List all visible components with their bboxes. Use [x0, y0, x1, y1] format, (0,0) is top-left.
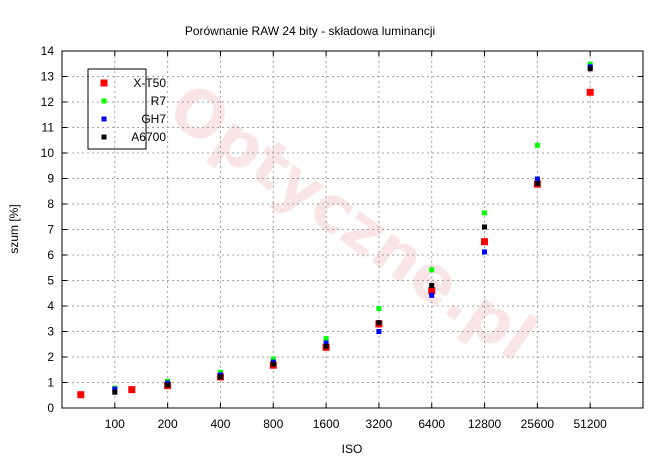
data-point-x-t50: [128, 386, 136, 394]
watermark: Optyczne.pl: [155, 70, 549, 377]
data-point-x-t50: [481, 238, 488, 246]
x-tick-label: 51200: [573, 417, 607, 431]
data-point-a6700: [270, 361, 276, 367]
legend-marker-a6700: [101, 134, 107, 140]
legend-label: X-T50: [133, 76, 166, 90]
data-point-r7: [534, 142, 540, 148]
data-point-a6700: [323, 343, 329, 349]
legend: X-T50 R7 GH7 A6700: [87, 68, 167, 150]
y-tick-label: 7: [47, 223, 54, 237]
x-tick-label: 25600: [521, 417, 555, 431]
data-point-x-t50: [428, 287, 436, 295]
data-point-gh7: [429, 292, 435, 298]
data-point-r7: [376, 306, 382, 312]
y-axis-label: szum [%]: [7, 204, 21, 253]
data-points: [77, 61, 594, 399]
x-axis-label: ISO: [342, 442, 363, 456]
y-tick-label: 14: [41, 44, 55, 58]
data-point-gh7: [112, 386, 118, 392]
data-point-r7: [323, 336, 329, 342]
x-tick-label: 800: [263, 417, 283, 431]
legend-label: A6700: [131, 130, 166, 144]
data-point-a6700: [376, 320, 382, 326]
y-tick-label: 3: [47, 325, 54, 339]
legend-box: [87, 68, 147, 150]
x-tick-label: 1600: [313, 417, 340, 431]
data-point-r7: [482, 210, 487, 216]
y-tick-label: 12: [41, 95, 55, 109]
grid: [62, 51, 643, 408]
x-tick-label: 12800: [468, 417, 502, 431]
y-tick-label: 1: [47, 376, 54, 390]
y-tick-label: 2: [47, 350, 54, 364]
data-point-a6700: [534, 181, 540, 187]
data-point-x-t50: [586, 88, 594, 96]
data-point-a6700: [429, 283, 435, 289]
x-tick-label: 200: [158, 417, 178, 431]
data-point-gh7: [534, 176, 540, 182]
data-point-r7: [429, 267, 435, 273]
legend-marker-r7: [101, 98, 107, 104]
x-tick-label: 6400: [418, 417, 445, 431]
y-tick-label: 11: [42, 121, 55, 135]
data-point-a6700: [112, 389, 118, 395]
y-tick-label: 6: [47, 248, 54, 262]
x-tick-label: 100: [105, 417, 125, 431]
data-point-gh7: [323, 340, 329, 346]
data-point-r7: [218, 369, 223, 375]
data-point-a6700: [482, 224, 487, 230]
data-point-gh7: [376, 329, 382, 334]
y-tick-label: 10: [41, 146, 55, 160]
y-tick-label: 9: [47, 172, 54, 186]
data-point-a6700: [165, 382, 171, 388]
y-tick-label: 13: [41, 70, 55, 84]
y-tick-label: 0: [47, 401, 54, 415]
legend-marker-x-t50: [100, 79, 108, 87]
legend-label: R7: [151, 94, 167, 108]
y-tick-label: 8: [47, 197, 54, 211]
data-point-a6700: [587, 66, 593, 72]
x-tick-label: 400: [210, 417, 230, 431]
y-tick-label: 4: [47, 299, 54, 313]
y-tick-label: 5: [47, 274, 54, 288]
legend-label: GH7: [141, 112, 166, 126]
data-point-r7: [270, 356, 276, 362]
x-tick-label: 3200: [366, 417, 393, 431]
chart-title: Porównanie RAW 24 bity - składowa lumina…: [185, 24, 435, 38]
data-point-x-t50: [77, 391, 85, 399]
data-point-gh7: [482, 249, 487, 255]
legend-marker-gh7: [101, 116, 107, 122]
data-point-a6700: [218, 374, 223, 380]
